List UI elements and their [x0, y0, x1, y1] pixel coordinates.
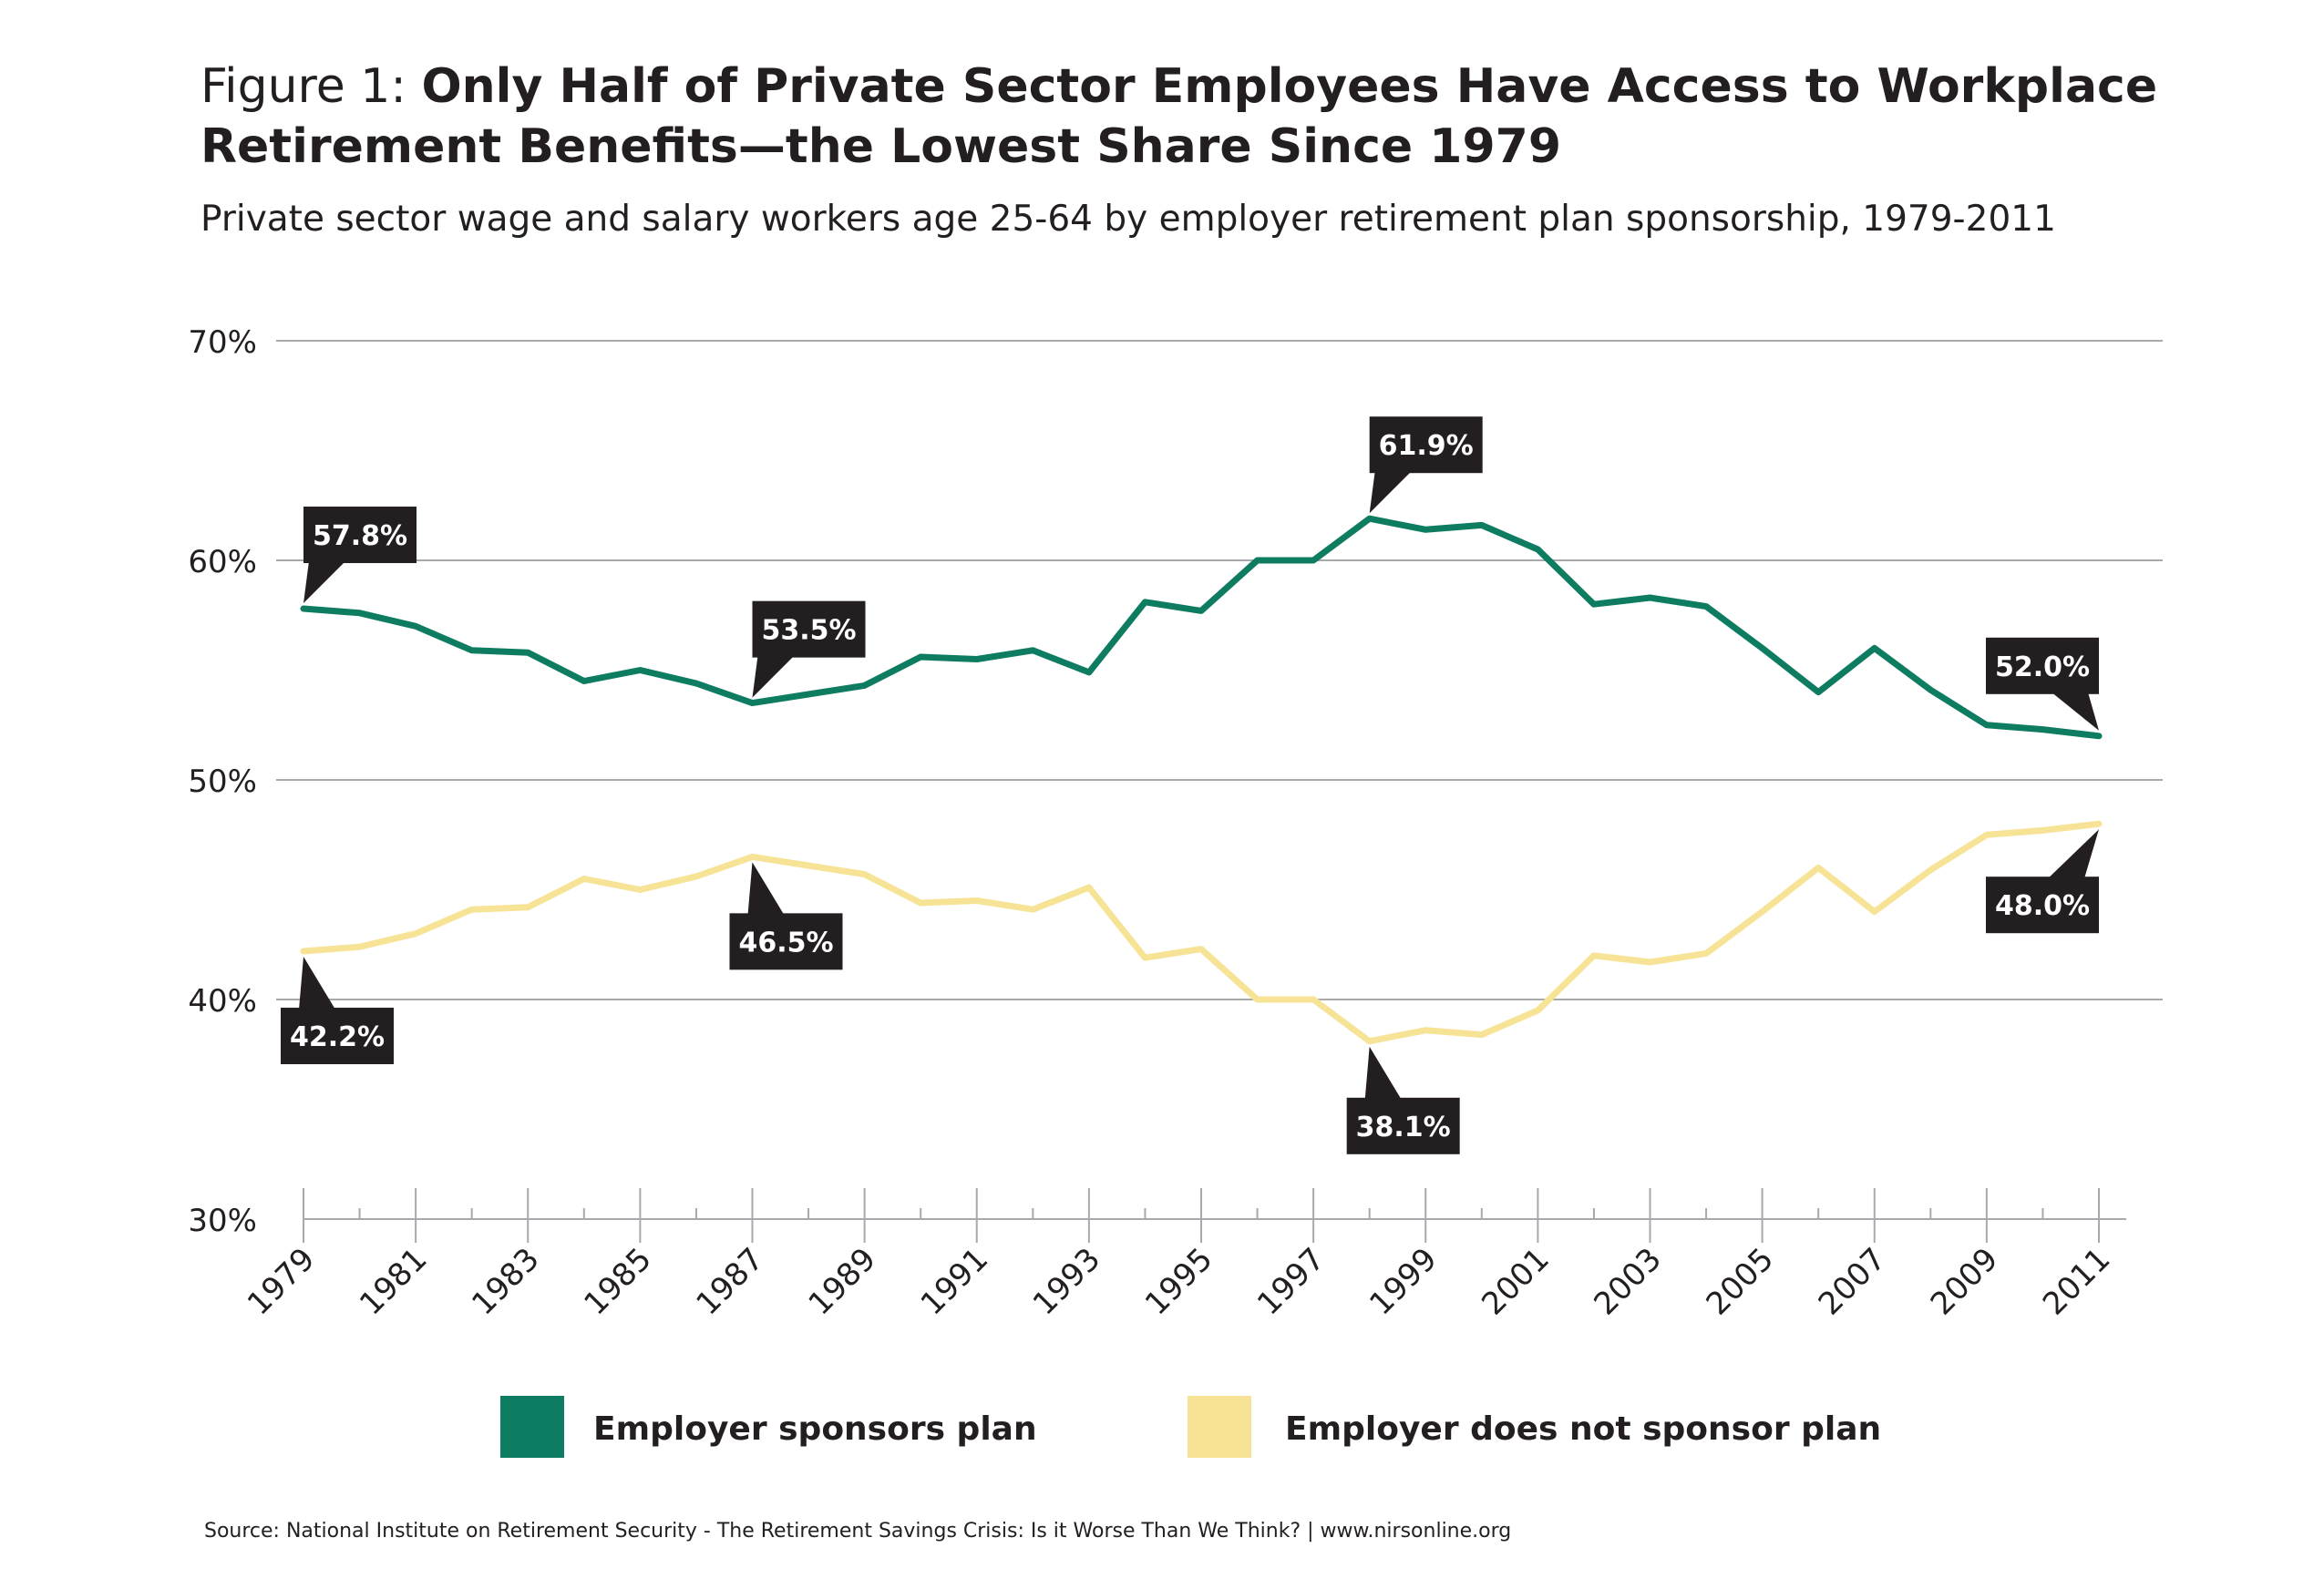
callout-label: 42.2%: [290, 1021, 385, 1053]
legend-swatch-does-not-sponsor: [1188, 1396, 1251, 1458]
callout-box: [281, 1007, 394, 1064]
legend-label: Employer sponsors plan: [593, 1410, 1037, 1448]
callout-label: 48.0%: [1995, 890, 2090, 922]
x-tick-label: 1983: [465, 1241, 546, 1322]
callout-label: 53.5%: [761, 615, 856, 647]
legend-label: Employer does not sponsor plan: [1285, 1410, 1881, 1448]
figure-prefix: Figure 1:: [201, 59, 422, 114]
callout: 53.5%: [752, 600, 866, 698]
callout-pointer: [2051, 692, 2099, 731]
y-tick-label: 40%: [188, 983, 257, 1020]
figure-title: Only Half of Private Sector Employees Ha…: [201, 59, 2158, 174]
series-lines: [300, 515, 2103, 1045]
x-tick-label: 1999: [1363, 1241, 1444, 1322]
callout: 42.2%: [281, 956, 394, 1064]
x-tick-label: 1991: [914, 1241, 995, 1322]
callout-label: 38.1%: [1356, 1112, 1451, 1143]
callout: 48.0%: [1986, 829, 2099, 934]
callout: 61.9%: [1369, 416, 1483, 514]
x-tick-label: 1997: [1250, 1241, 1332, 1322]
legend-swatch-sponsors: [500, 1396, 564, 1458]
callout: 38.1%: [1346, 1046, 1460, 1154]
x-tick-label: 2007: [1812, 1241, 1893, 1322]
callout: 57.8%: [303, 507, 416, 604]
callout-label: 46.5%: [738, 927, 833, 959]
x-tick-label: 2011: [2036, 1241, 2117, 1322]
series-line-does-not-sponsor: [300, 820, 2103, 1045]
x-tick-label: 1987: [689, 1241, 770, 1322]
callout-pointer: [752, 655, 795, 698]
callout-box: [1986, 637, 2099, 694]
chart-subtitle: Private sector wage and salary workers a…: [201, 199, 2056, 240]
callout-pointer: [2048, 829, 2099, 879]
callout-pointer: [299, 956, 335, 1010]
x-tick-label: 1995: [1138, 1241, 1219, 1322]
legend: Employer sponsors plan Employer does not …: [500, 1396, 1881, 1458]
x-tick-label: 2003: [1587, 1241, 1668, 1322]
x-tick-label: 1981: [353, 1241, 434, 1322]
y-tick-label: 60%: [188, 544, 257, 580]
x-tick-label: 1993: [1026, 1241, 1107, 1322]
x-tick-label: 1979: [241, 1241, 322, 1322]
callout-pointer: [1364, 1046, 1402, 1100]
callout-pointer: [1369, 471, 1412, 514]
chart-title: Figure 1: Only Half of Private Sector Em…: [201, 56, 2206, 177]
x-tick-label: 1985: [577, 1241, 658, 1322]
callout-pointer: [303, 561, 345, 604]
callout-label: 57.8%: [313, 520, 407, 552]
callout-box: [1346, 1097, 1460, 1154]
callout-pointer: [747, 862, 785, 916]
callout: 52.0%: [1986, 637, 2099, 731]
y-tick-label: 70%: [188, 324, 257, 361]
callout-label: 52.0%: [1995, 651, 2090, 683]
callout: 46.5%: [729, 862, 843, 970]
x-axis: 1979 1981 1983 1985 1987 1989 1991 1993 1995 1997…: [241, 1188, 2126, 1323]
callout-box: [752, 600, 866, 658]
x-tick-label: 2005: [1700, 1241, 1781, 1322]
callout-box: [1369, 416, 1483, 474]
callout-box: [729, 913, 843, 970]
callout-label: 61.9%: [1379, 430, 1474, 462]
y-tick-label: 50%: [188, 764, 257, 800]
x-tick-label: 2009: [1924, 1241, 2005, 1322]
callout-box: [303, 507, 416, 564]
y-tick-label: 30%: [188, 1203, 257, 1239]
series-line-sponsors: [300, 515, 2103, 740]
data-callouts: 57.8% 53.5% 61.9% 52.0% 42.2% 46.5% 38.1% 48.0%: [281, 416, 2099, 1154]
callout-box: [1986, 877, 2099, 934]
x-tick-label: 2001: [1475, 1241, 1556, 1322]
grid-lines: 30% 40% 50% 60% 70%: [188, 324, 2163, 1239]
x-tick-label: 1989: [802, 1241, 883, 1322]
source-note: Source: National Institute on Retirement…: [204, 1520, 1512, 1543]
